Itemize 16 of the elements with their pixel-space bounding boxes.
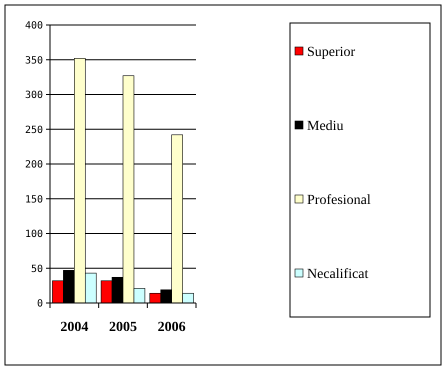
y-tick-label: 150 [24, 194, 43, 206]
y-tick-label: 0 [36, 298, 43, 310]
legend-label: Necalificat [307, 266, 369, 282]
y-tick-label: 50 [30, 264, 43, 275]
y-tick-label: 350 [24, 55, 43, 66]
x-tick-label: 2005 [109, 320, 137, 335]
legend-label: Mediu [307, 118, 344, 134]
y-tick-label: 100 [24, 229, 43, 240]
y-tick-label: 250 [24, 124, 43, 136]
legend-label: Superior [307, 44, 356, 60]
x-tick-label: 2004 [60, 320, 88, 335]
x-tick-label: 2006 [158, 320, 186, 335]
y-tick-label: 200 [24, 160, 43, 170]
legend-label: Profesional [307, 192, 371, 208]
y-tick-label: 300 [24, 90, 43, 101]
y-tick-label: 400 [24, 20, 43, 32]
